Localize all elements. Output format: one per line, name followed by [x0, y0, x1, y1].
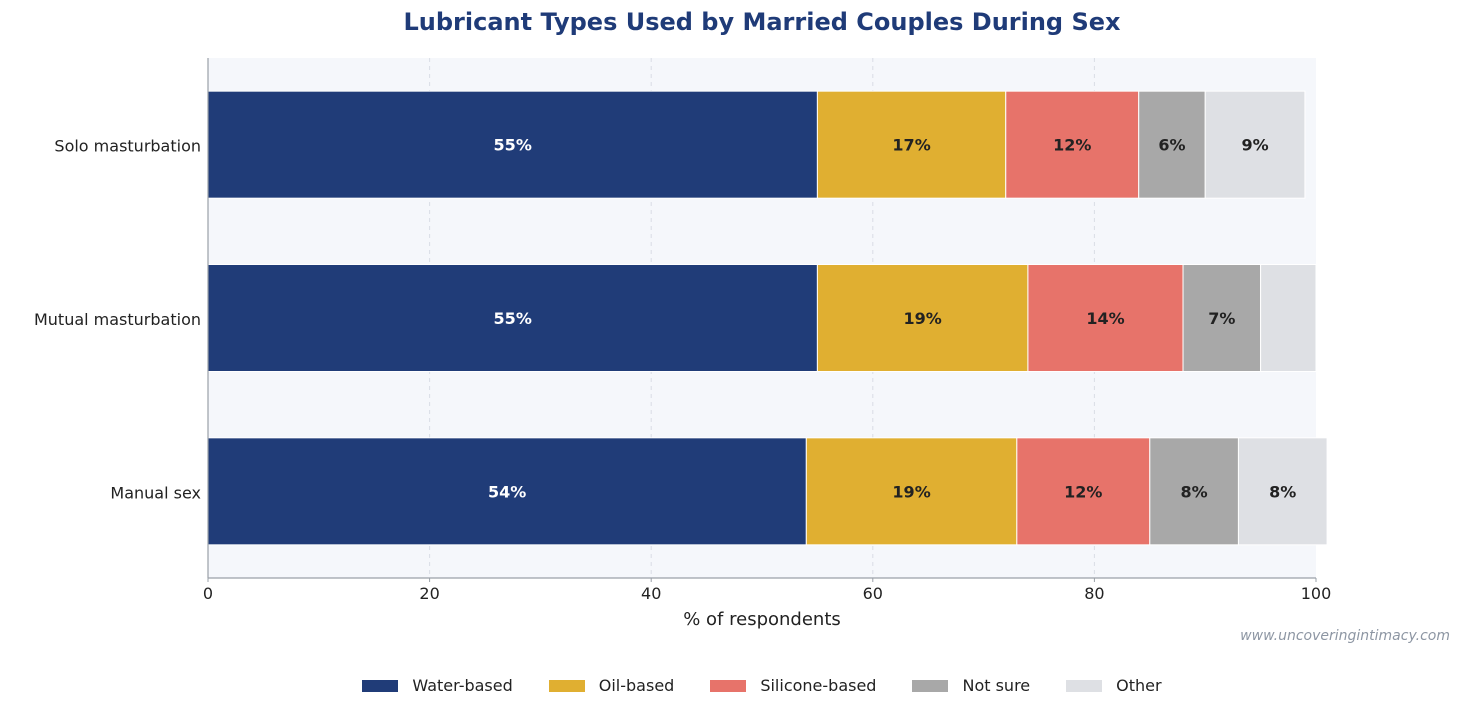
legend-swatch	[362, 679, 399, 692]
x-tick-label: 80	[1084, 584, 1104, 603]
legend-label: Oil-based	[598, 676, 675, 695]
legend-swatch	[912, 679, 949, 692]
legend-label: Not sure	[962, 676, 1031, 695]
bar-segment	[816, 90, 1007, 199]
legend-label: Other	[1116, 676, 1162, 695]
data-label: 14%	[1086, 309, 1124, 328]
data-label: 55%	[494, 309, 532, 328]
bar-segment	[207, 437, 807, 546]
bar-segment	[207, 90, 818, 199]
data-label: 12%	[1053, 136, 1091, 155]
bar-segment	[1016, 437, 1151, 546]
legend-item: Not sure	[912, 676, 1030, 695]
y-tick-label: Solo masturbation	[54, 137, 201, 156]
legend-item: Silicone-based	[710, 676, 876, 695]
legend-label: Water-based	[412, 676, 513, 695]
data-label: 12%	[1064, 482, 1102, 501]
y-tick-label: Mutual masturbation	[34, 310, 201, 329]
data-label: 9%	[1241, 136, 1268, 155]
bar-segment	[816, 264, 1029, 372]
legend-label: Silicone-based	[760, 676, 877, 695]
y-tick-label: Manual sex	[110, 483, 201, 502]
data-label: 6%	[1158, 136, 1185, 155]
bar-segment	[207, 264, 818, 372]
data-label: 55%	[494, 136, 532, 155]
data-label: 7%	[1208, 309, 1235, 328]
watermark: www.uncoveringintimacy.com	[1240, 628, 1450, 644]
bar-segment	[1027, 264, 1184, 372]
bar-segment	[1237, 437, 1328, 546]
x-axis-title: % of respondents	[683, 609, 841, 630]
data-label: 17%	[892, 136, 930, 155]
data-label: 8%	[1269, 482, 1296, 501]
x-tick-label: 40	[641, 584, 661, 603]
bar-segment	[805, 437, 1018, 546]
data-label: 19%	[892, 482, 930, 501]
bar-segment	[1138, 90, 1206, 199]
legend-swatch	[548, 679, 585, 692]
legend-item: Other	[1066, 676, 1162, 695]
legend-swatch	[710, 679, 747, 692]
data-label: 54%	[488, 482, 526, 501]
x-tick-label: 60	[863, 584, 883, 603]
legend: Water-based Oil-based Silicone-based Not su…	[0, 676, 1464, 695]
bar-segment	[1149, 437, 1239, 546]
x-tick-label: 100	[1301, 584, 1332, 603]
bar-segment	[1005, 90, 1140, 199]
legend-swatch	[1066, 679, 1103, 692]
data-label: 19%	[904, 309, 942, 328]
bar-segment	[1260, 264, 1317, 372]
chart-title: Lubricant Types Used by Married Couples …	[403, 8, 1121, 36]
legend-item: Oil-based	[548, 676, 675, 695]
x-tick-label: 0	[203, 584, 213, 603]
bar-segment	[1204, 90, 1306, 199]
legend-item: Water-based	[362, 676, 513, 695]
data-label: 8%	[1181, 482, 1208, 501]
x-tick-label: 20	[419, 584, 439, 603]
